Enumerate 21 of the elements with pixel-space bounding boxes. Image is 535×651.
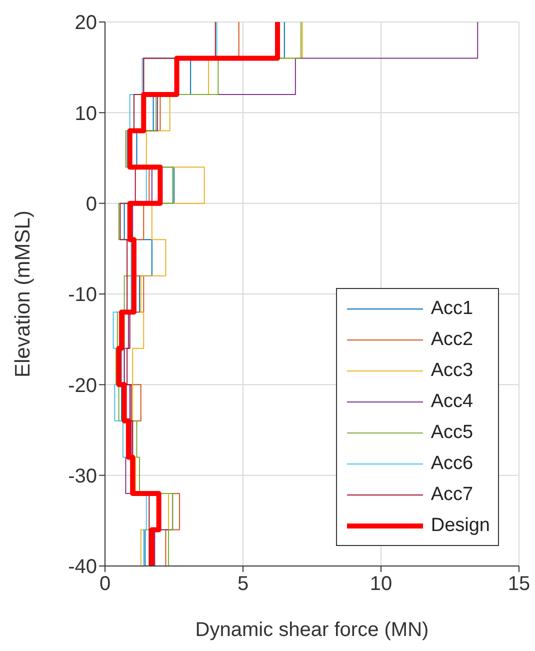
legend-label: Acc6 [430,452,474,474]
legend-label: Acc1 [430,298,474,320]
legend-label: Acc7 [430,484,474,506]
x-tick-label: 5 [237,573,249,596]
x-axis-title: Dynamic shear force (MN) [195,619,429,641]
y-tick-label: -20 [68,374,97,397]
y-tick-label: 10 [74,102,97,125]
x-tick-label: 15 [508,573,530,596]
legend-label: Acc5 [430,422,474,444]
legend-label: Acc4 [430,390,474,412]
y-axis-title: Elevation (mMSL) [11,210,34,378]
x-tick-label: 0 [99,573,111,596]
legend-label: Acc2 [430,328,474,350]
x-tick-label: 10 [370,573,392,596]
y-tick-label: -10 [68,284,97,306]
legend-label: Design [430,514,490,536]
y-tick-label: 0 [86,193,97,216]
legend-label: Acc3 [430,360,474,382]
y-tick-label: -30 [68,465,97,488]
y-tick-label: 20 [74,12,97,34]
y-tick-label: -40 [68,556,97,578]
